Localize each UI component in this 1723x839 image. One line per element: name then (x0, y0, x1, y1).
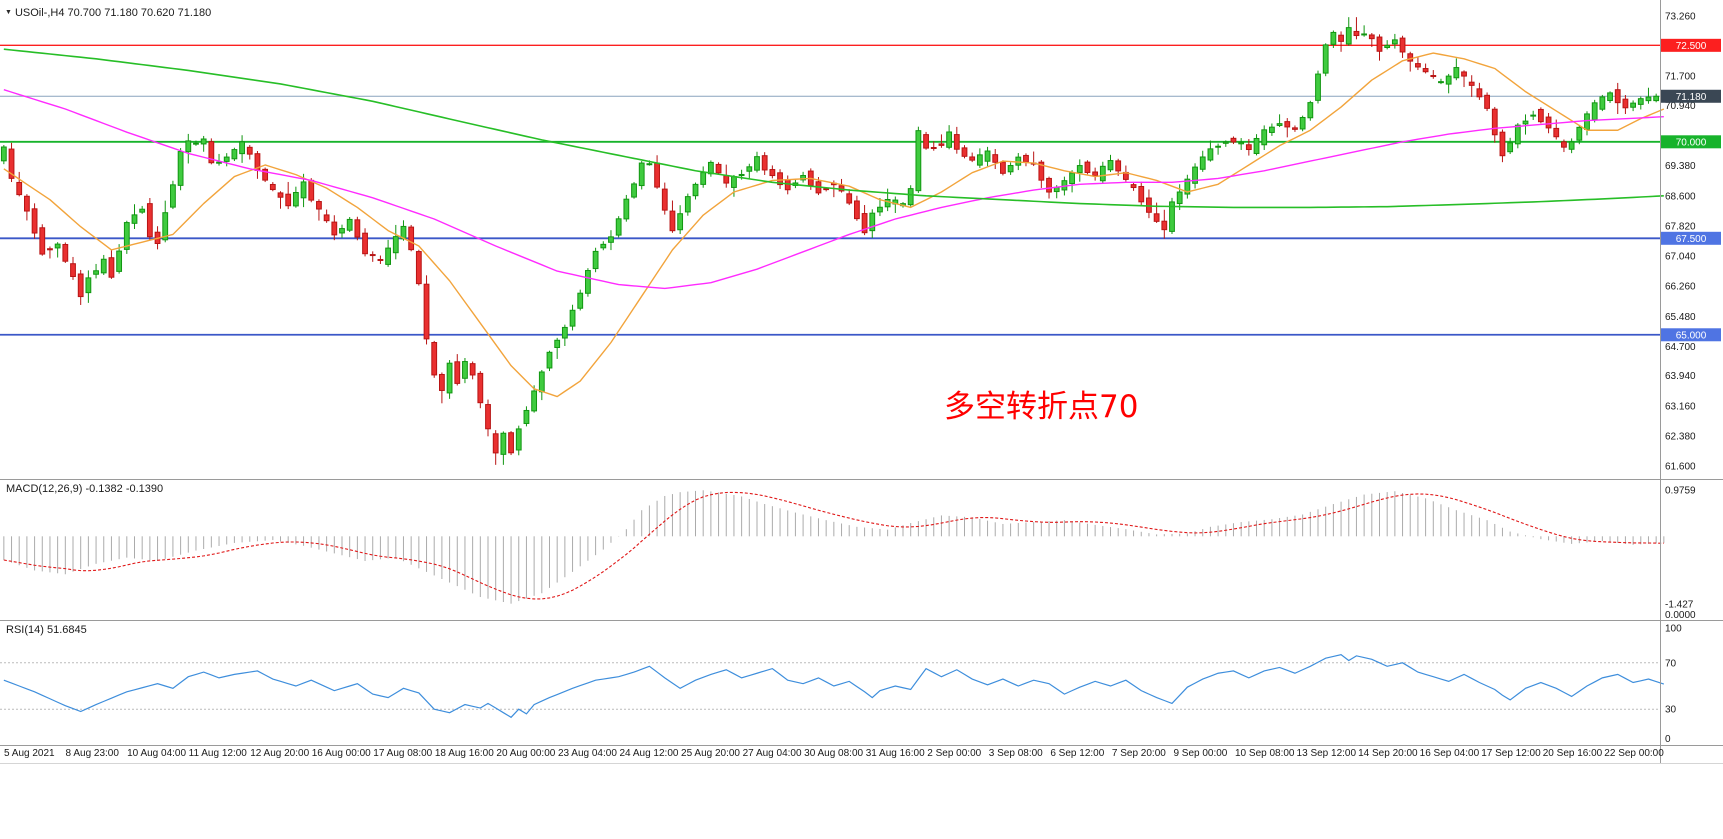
svg-text:17 Sep 12:00: 17 Sep 12:00 (1481, 748, 1541, 759)
svg-text:62.380: 62.380 (1665, 431, 1696, 442)
ma-fast-line (3, 52, 1665, 398)
svg-text:65.000: 65.000 (1676, 330, 1707, 341)
svg-text:71.180: 71.180 (1676, 92, 1707, 103)
svg-text:31 Aug 16:00: 31 Aug 16:00 (866, 748, 925, 759)
svg-text:12 Aug 20:00: 12 Aug 20:00 (250, 748, 309, 759)
svg-text:67.820: 67.820 (1665, 221, 1696, 232)
panel-dividers (0, 0, 1723, 764)
price-level-tag: 65.000 (1661, 328, 1721, 342)
rsi-plot (0, 654, 1665, 719)
svg-text:13 Sep 12:00: 13 Sep 12:00 (1297, 748, 1357, 759)
svg-text:10 Aug 04:00: 10 Aug 04:00 (127, 748, 186, 759)
rsi-axis[interactable]: 100 70 30 0 (1665, 624, 1682, 746)
svg-text:23 Aug 04:00: 23 Aug 04:00 (558, 748, 617, 759)
price-level-tag: 67.500 (1661, 231, 1721, 245)
macd-histogram (3, 490, 1665, 604)
svg-text:5 Aug 2021: 5 Aug 2021 (4, 748, 55, 759)
svg-text:0.0000: 0.0000 (1665, 610, 1696, 621)
svg-text:6 Sep 12:00: 6 Sep 12:00 (1050, 748, 1104, 759)
svg-text:30: 30 (1665, 705, 1677, 716)
price-axis[interactable]: 73.260 71.700 70.940 69.380 68.600 67.820 67.0… (1661, 12, 1721, 473)
macd-signal-line (3, 491, 1664, 600)
svg-text:20 Aug 00:00: 20 Aug 00:00 (496, 748, 555, 759)
svg-text:100: 100 (1665, 624, 1682, 635)
svg-text:22 Sep 00:00: 22 Sep 00:00 (1604, 748, 1664, 759)
svg-text:10 Sep 08:00: 10 Sep 08:00 (1235, 748, 1295, 759)
svg-text:24 Aug 12:00: 24 Aug 12:00 (620, 748, 679, 759)
svg-text:72.500: 72.500 (1676, 41, 1707, 52)
svg-text:0.9759: 0.9759 (1665, 486, 1696, 497)
price-level-tag: 71.180 (1661, 89, 1721, 103)
svg-text:20 Sep 16:00: 20 Sep 16:00 (1543, 748, 1603, 759)
svg-text:25 Aug 20:00: 25 Aug 20:00 (681, 748, 740, 759)
ma-mid-line (3, 89, 1664, 290)
svg-text:11 Aug 12:00: 11 Aug 12:00 (189, 748, 248, 759)
svg-text:3 Sep 08:00: 3 Sep 08:00 (989, 748, 1043, 759)
svg-text:70.000: 70.000 (1676, 137, 1707, 148)
svg-text:27 Aug 04:00: 27 Aug 04:00 (743, 748, 802, 759)
svg-text:8 Aug 23:00: 8 Aug 23:00 (66, 748, 120, 759)
svg-text:71.700: 71.700 (1665, 72, 1696, 83)
svg-text:17 Aug 08:00: 17 Aug 08:00 (373, 748, 432, 759)
rsi-line (3, 654, 1665, 719)
candlesticks (0, 17, 1660, 465)
svg-text:67.040: 67.040 (1665, 252, 1696, 263)
svg-text:2 Sep 00:00: 2 Sep 00:00 (927, 748, 981, 759)
svg-text:70: 70 (1665, 658, 1677, 669)
svg-text:18 Aug 16:00: 18 Aug 16:00 (435, 748, 494, 759)
svg-text:65.480: 65.480 (1665, 312, 1696, 323)
svg-text:63.940: 63.940 (1665, 371, 1696, 382)
svg-text:30 Aug 08:00: 30 Aug 08:00 (804, 748, 863, 759)
svg-text:64.700: 64.700 (1665, 342, 1696, 353)
time-axis[interactable]: 5 Aug 2021 8 Aug 23:00 10 Aug 04:00 11 Aug … (4, 748, 1664, 759)
svg-text:14 Sep 20:00: 14 Sep 20:00 (1358, 748, 1418, 759)
svg-text:69.380: 69.380 (1665, 161, 1696, 172)
svg-text:0: 0 (1665, 734, 1671, 745)
svg-text:9 Sep 00:00: 9 Sep 00:00 (1173, 748, 1227, 759)
svg-text:66.260: 66.260 (1665, 282, 1696, 293)
price-level-tag: 70.000 (1661, 135, 1721, 149)
svg-text:73.260: 73.260 (1665, 12, 1696, 23)
svg-text:-1.427: -1.427 (1665, 600, 1694, 611)
svg-text:63.160: 63.160 (1665, 401, 1696, 412)
ma-slow-line (3, 48, 1664, 209)
support-resistance-lines (0, 44, 1660, 336)
svg-text:61.600: 61.600 (1665, 462, 1696, 473)
svg-text:67.500: 67.500 (1676, 234, 1707, 245)
svg-text:68.600: 68.600 (1665, 191, 1696, 202)
price-level-tag: 72.500 (1661, 38, 1721, 52)
svg-text:70.940: 70.940 (1665, 101, 1696, 112)
svg-text:16 Sep 04:00: 16 Sep 04:00 (1420, 748, 1480, 759)
svg-text:16 Aug 00:00: 16 Aug 00:00 (312, 748, 371, 759)
svg-text:7 Sep 20:00: 7 Sep 20:00 (1112, 748, 1166, 759)
